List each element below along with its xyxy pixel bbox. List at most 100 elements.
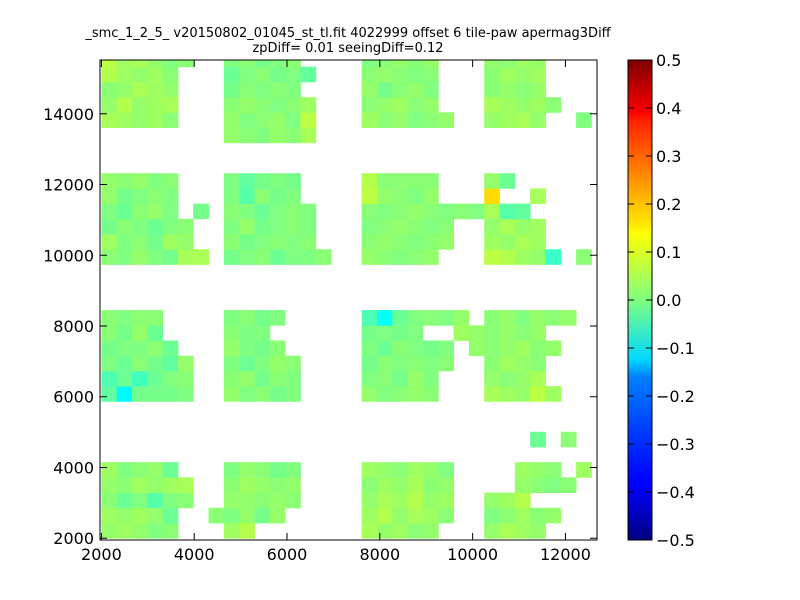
heatmap-cell: [422, 218, 439, 235]
heatmap-cell: [285, 203, 301, 220]
heatmap-cell: [132, 60, 148, 68]
heatmap-cell: [147, 66, 164, 83]
heatmap-cell: [453, 203, 470, 220]
heatmap-cell: [484, 81, 500, 98]
heatmap-cell: [285, 112, 301, 128]
chart-title: _smc_1_2_5_ v20150802_01045_st_tl.fit 40…: [0, 26, 696, 56]
heatmap-cell: [422, 188, 439, 205]
heatmap-cell: [514, 325, 531, 341]
heatmap-cell: [254, 112, 271, 128]
heatmap-cell: [208, 507, 225, 524]
heatmap-cell: [254, 81, 271, 98]
heatmap-cell: [392, 370, 409, 387]
heatmap-cell: [147, 97, 164, 113]
heatmap-cell: [239, 249, 255, 265]
heatmap-cell: [484, 188, 500, 205]
heatmap-cell: [499, 234, 516, 250]
heatmap-cell: [514, 310, 531, 326]
heatmap-cell: [530, 370, 546, 387]
heatmap-cell: [101, 60, 118, 68]
heatmap-cell: [300, 97, 317, 113]
heatmap-cell: [101, 370, 118, 387]
heatmap-cell: [407, 325, 424, 341]
heatmap-cell: [484, 249, 500, 265]
heatmap-cell: [147, 523, 164, 539]
chart-title-line1: _smc_1_2_5_ v20150802_01045_st_tl.fit 40…: [85, 26, 611, 41]
heatmap-cell: [285, 370, 301, 387]
heatmap-cell: [162, 507, 179, 524]
heatmap-cell: [239, 386, 255, 402]
heatmap-cell: [239, 492, 255, 509]
heatmap-cell: [576, 462, 592, 478]
heatmap-cell: [530, 249, 546, 265]
heatmap-cell: [254, 60, 271, 68]
heatmap-cell: [269, 386, 286, 402]
heatmap-cell: [269, 507, 286, 524]
heatmap-cell: [101, 97, 118, 113]
heatmap-cell: [499, 386, 516, 402]
heatmap-cell: [392, 462, 409, 478]
heatmap-cell: [223, 370, 240, 387]
heatmap-cell: [239, 477, 255, 493]
heatmap-cell: [116, 340, 133, 357]
heatmap-cell: [407, 477, 424, 493]
heatmap-cell: [438, 234, 454, 250]
heatmap-cell: [392, 492, 409, 509]
heatmap-cell: [422, 173, 439, 189]
heatmap-cell: [101, 523, 118, 539]
heatmap-cell: [132, 492, 148, 509]
heatmap-cell: [438, 340, 454, 357]
heatmap-cell: [223, 173, 240, 189]
x-tick-label: 10000: [447, 545, 498, 564]
heatmap-cell: [239, 203, 255, 220]
heatmap-cell: [223, 325, 240, 341]
heatmap-cell: [438, 462, 454, 478]
heatmap-cell: [545, 462, 562, 478]
x-tick-label: 8000: [359, 545, 400, 564]
heatmap-cell: [361, 173, 378, 189]
heatmap-cell: [269, 462, 286, 478]
heatmap-cell: [392, 188, 409, 205]
heatmap-cell: [377, 81, 393, 98]
heatmap-cell: [499, 310, 516, 326]
heatmap-cell: [545, 507, 562, 524]
heatmap-cell: [422, 97, 439, 113]
heatmap-cell: [254, 340, 271, 357]
heatmap-cell: [377, 462, 393, 478]
heatmap-cell: [269, 234, 286, 250]
plot-frame: [99, 59, 598, 541]
heatmap-cell: [514, 112, 531, 128]
heatmap-cell: [116, 66, 133, 83]
colorbar-tick-label: 0.1: [656, 243, 681, 262]
heatmap-cell: [132, 386, 148, 402]
heatmap-cell: [407, 249, 424, 265]
heatmap-cell: [177, 370, 194, 387]
heatmap-cell: [132, 81, 148, 98]
heatmap-cell: [407, 523, 424, 539]
heatmap-cell: [499, 340, 516, 357]
heatmap-cell: [530, 218, 546, 235]
heatmap-cell: [484, 234, 500, 250]
heatmap-cell: [514, 97, 531, 113]
heatmap-cell: [407, 386, 424, 402]
heatmap-cell: [223, 386, 240, 402]
heatmap-cell: [223, 97, 240, 113]
heatmap-cell: [132, 462, 148, 478]
heatmap-cell: [407, 203, 424, 220]
heatmap-cell: [116, 310, 133, 326]
heatmap-cell: [499, 60, 516, 68]
heatmap-cell: [116, 507, 133, 524]
heatmap-cell: [392, 112, 409, 128]
heatmap-cell: [422, 507, 439, 524]
heatmap-cell: [254, 97, 271, 113]
heatmap-cell: [147, 218, 164, 235]
heatmap-cell: [269, 218, 286, 235]
heatmap-cell: [484, 523, 500, 539]
heatmap-cell: [116, 112, 133, 128]
heatmap-cell: [269, 112, 286, 128]
heatmap-cell: [377, 340, 393, 357]
heatmap-cell: [514, 492, 531, 509]
heatmap-cell: [300, 218, 317, 235]
heatmap-cell: [116, 173, 133, 189]
heatmap-cell: [300, 203, 317, 220]
